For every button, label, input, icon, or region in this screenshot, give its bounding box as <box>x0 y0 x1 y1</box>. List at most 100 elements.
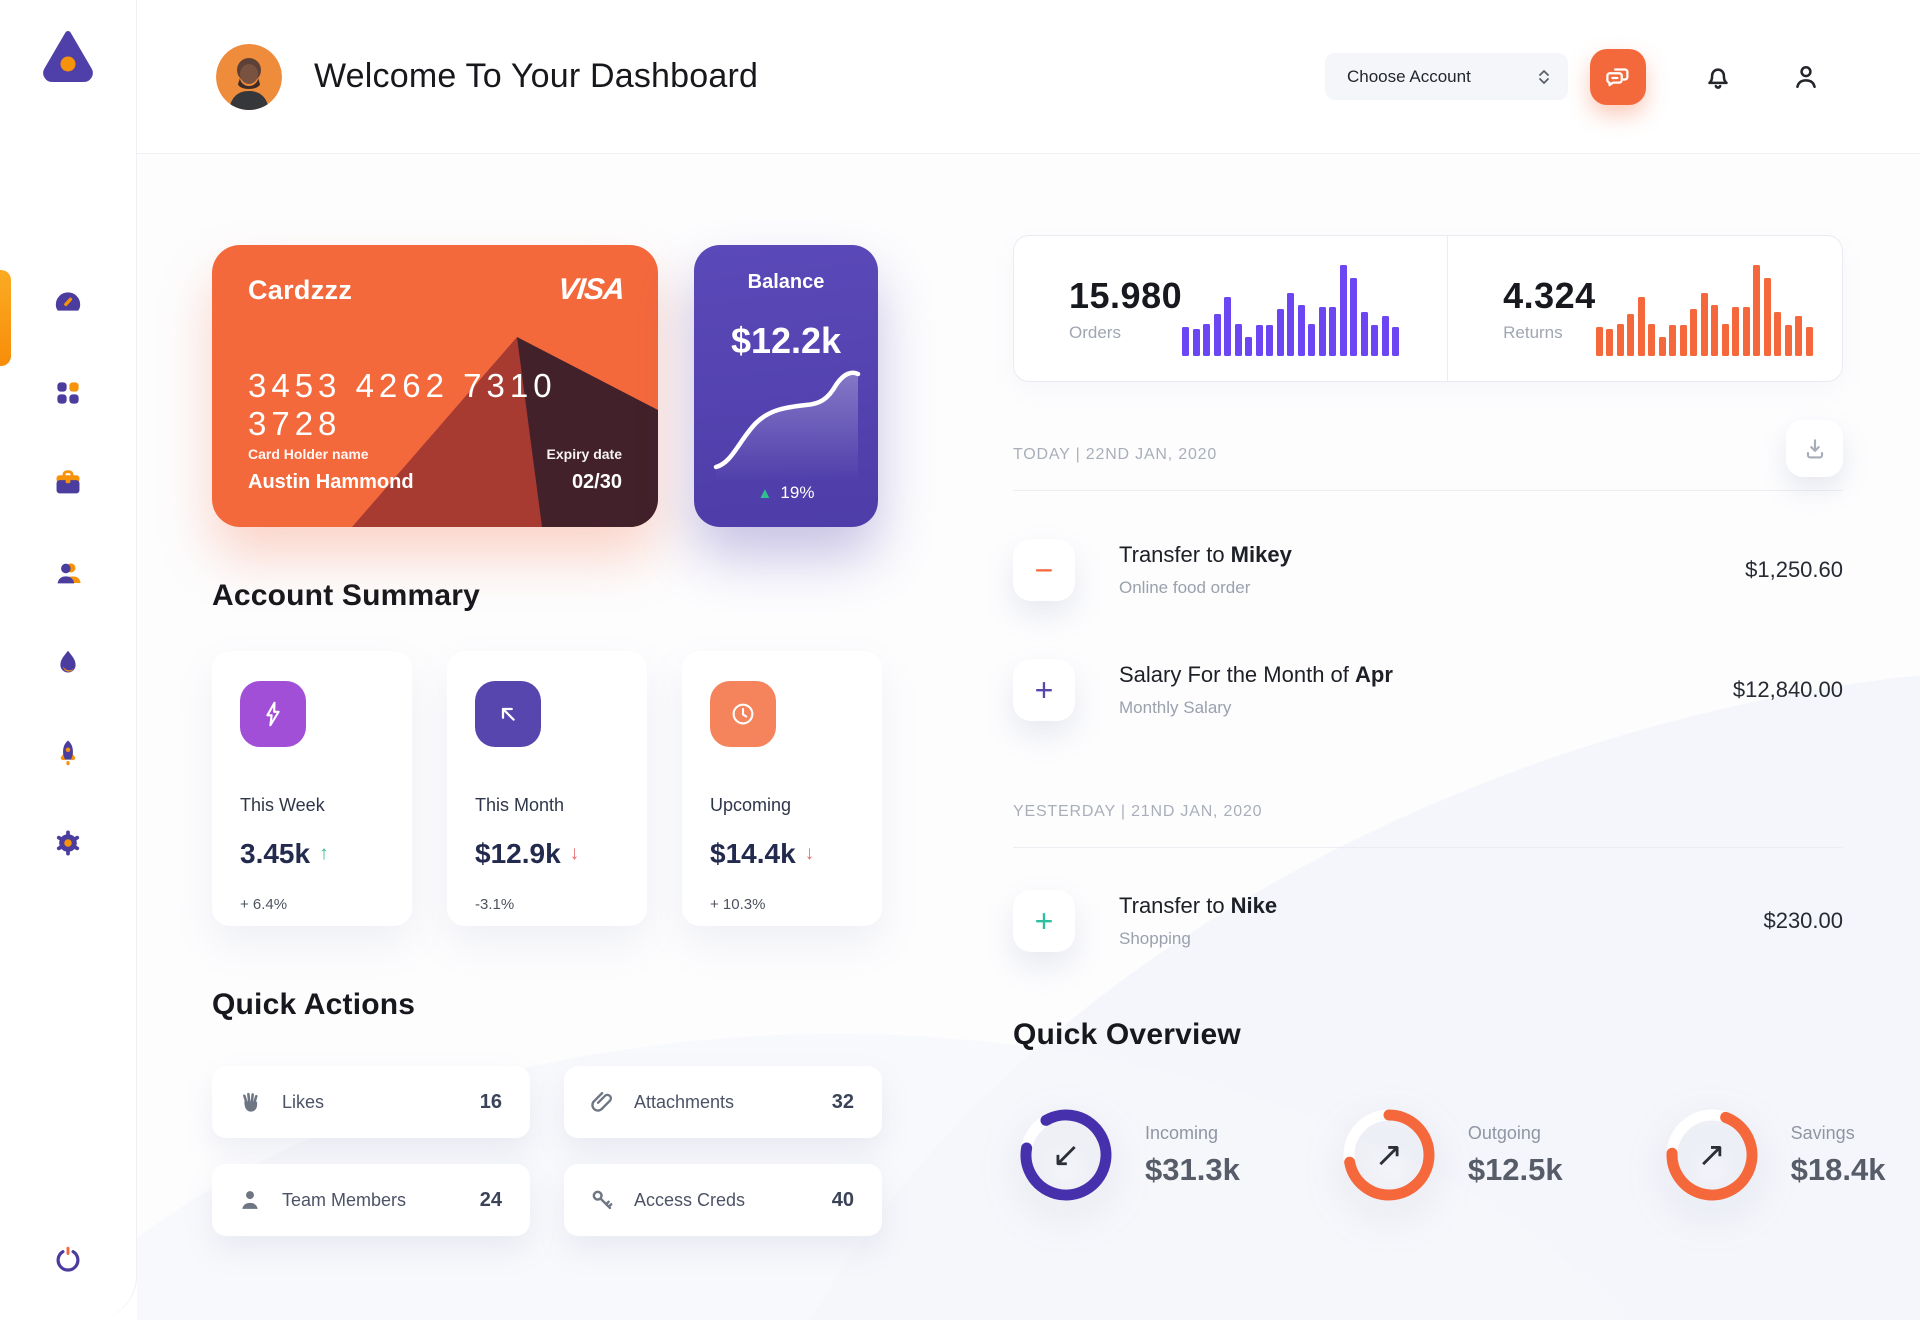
quick-action-label: Team Members <box>282 1189 407 1210</box>
sidebar-item-team[interactable] <box>51 556 85 590</box>
summary-label: This Week <box>240 795 325 815</box>
quick-action-count: 32 <box>831 1090 854 1113</box>
user-avatar[interactable] <box>216 43 282 110</box>
transaction-row-salary[interactable]: + Salary For the Month of Apr Monthly Sa… <box>1013 659 1843 721</box>
card-name: Cardzzz <box>248 275 353 305</box>
member-icon <box>242 1191 258 1209</box>
gear-icon <box>56 830 80 856</box>
summary-cards: This Week 3.45k ↑ + 6.4% This Month $12.… <box>212 651 882 926</box>
sidebar-item-apps[interactable] <box>51 376 85 410</box>
right-column: 15.980 Orders 4.324 Returns TODAY | 22ND… <box>1013 235 1885 1208</box>
quick-overview-row: ↙ Incoming $31.3k ↗ Outgoing $12. <box>1013 1102 1885 1208</box>
transactions-group-header: YESTERDAY | 21ND JAN, 2020 <box>1013 791 1843 833</box>
choose-account-select[interactable]: Choose Account <box>1325 53 1568 100</box>
divider <box>1013 847 1843 848</box>
visa-logo: VISA <box>556 273 626 306</box>
header: Welcome To Your Dashboard Choose Account <box>137 0 1920 154</box>
profile-button[interactable] <box>1790 61 1822 93</box>
balance-card: Balance $12.2k ▲ 19% <box>694 245 878 527</box>
apps-grid-icon <box>57 382 79 404</box>
chat-icon <box>1606 67 1629 86</box>
summary-card-upcoming: Upcoming $14.4k ↓ + 10.3% <box>682 651 882 926</box>
quick-action-likes[interactable]: Likes 16 <box>212 1066 530 1138</box>
orders-bar-chart <box>1182 262 1400 356</box>
minus-icon-tile: − <box>1013 539 1075 601</box>
quick-action-label: Likes <box>282 1091 325 1112</box>
sidebar-item-dashboard[interactable] <box>51 286 85 320</box>
orders-label: Orders <box>1069 322 1121 342</box>
notifications-button[interactable] <box>1702 61 1734 93</box>
transaction-row-mikey[interactable]: − Transfer to Mikey Online food order $1… <box>1013 539 1843 601</box>
sidebar-item-work[interactable] <box>51 466 85 500</box>
sidebar <box>0 0 137 1320</box>
lightning-icon-tile <box>240 681 306 747</box>
trend-up-icon: ↑ <box>319 843 329 864</box>
sidebar-item-launch[interactable] <box>51 736 85 770</box>
clock-tile <box>710 681 776 747</box>
transaction-subtitle: Shopping <box>1119 929 1191 948</box>
choose-account-label: Choose Account <box>1347 66 1471 86</box>
balance-label: Balance <box>747 271 825 293</box>
balance-sparkline-chart <box>713 370 861 481</box>
logout-button[interactable] <box>52 1243 84 1280</box>
card-number: 3453 4262 7310 3728 <box>248 367 557 442</box>
orders-value: 15.980 <box>1069 274 1183 316</box>
paperclip-icon <box>591 1091 612 1112</box>
transaction-title: Transfer to Mikey <box>1119 542 1292 567</box>
summary-value: 3.45k ↑ <box>240 838 329 869</box>
sidebar-nav <box>0 286 136 860</box>
summary-card-this-month: This Month $12.9k ↓ -3.1% <box>447 651 647 926</box>
overview-label: Incoming <box>1145 1122 1219 1143</box>
plus-icon: + <box>1034 672 1054 708</box>
quick-actions-title: Quick Actions <box>212 988 416 1021</box>
quick-action-attachments[interactable]: Attachments 32 <box>564 1066 882 1138</box>
summary-card-this-week: This Week 3.45k ↑ + 6.4% <box>212 651 412 926</box>
transaction-subtitle: Online food order <box>1119 578 1251 597</box>
transaction-row-nike[interactable]: + Transfer to Nike Shopping $230.00 <box>1013 890 1843 952</box>
balance-change-value: 19% <box>780 483 815 502</box>
balance-value: $12.2k <box>730 320 842 361</box>
quick-action-team-members[interactable]: Team Members 24 <box>212 1164 530 1236</box>
outgoing-donut-chart: ↗ <box>1336 1102 1442 1208</box>
sidebar-item-settings[interactable] <box>51 826 85 860</box>
savings-donut-chart: ↗ <box>1659 1102 1765 1208</box>
app-logo <box>39 26 97 89</box>
quick-action-label: Attachments <box>634 1091 735 1112</box>
summary-delta: -3.1% <box>475 896 515 913</box>
returns-stat: 4.324 Returns <box>1447 236 1861 381</box>
summary-delta: + 6.4% <box>240 896 288 913</box>
trend-down-icon: ↓ <box>569 843 580 864</box>
active-nav-indicator <box>0 270 11 366</box>
clap-icon <box>243 1092 258 1112</box>
user-icon <box>1796 65 1816 88</box>
account-summary-title: Account Summary <box>212 579 481 612</box>
quick-action-count: 40 <box>831 1188 854 1211</box>
summary-value: $14.4k ↓ <box>710 838 815 869</box>
card-expiry-label: Expiry date <box>546 446 622 462</box>
download-button[interactable] <box>1786 420 1843 477</box>
overview-label: Savings <box>1790 1122 1855 1143</box>
users-icon <box>57 563 81 584</box>
returns-label: Returns <box>1503 322 1563 342</box>
quick-action-access-creds[interactable]: Access Creds 40 <box>564 1164 882 1236</box>
group-date-today: TODAY | 22ND JAN, 2020 <box>1013 446 1218 463</box>
summary-label: This Month <box>475 795 565 815</box>
arrow-tile <box>475 681 541 747</box>
arrow-down-left-icon: ↙ <box>1051 1136 1081 1174</box>
overview-savings: ↗ Savings $18.4k <box>1659 1102 1885 1208</box>
arrow-down-left-icon <box>501 707 515 721</box>
card-holder-name: Austin Hammond <box>248 471 414 493</box>
select-chevrons-icon <box>1539 69 1549 84</box>
header-actions: Choose Account <box>1325 48 1822 105</box>
lightning-icon <box>266 701 280 727</box>
left-column: Cardzzz VISA 3453 4262 7310 3728 Card Ho… <box>212 245 882 1236</box>
sidebar-item-activity[interactable] <box>51 646 85 680</box>
triangle-logo-icon <box>43 31 93 82</box>
messages-button[interactable] <box>1590 48 1646 105</box>
quick-action-label: Access Creds <box>634 1189 746 1210</box>
plus-icon: + <box>1034 903 1054 939</box>
minus-icon: − <box>1034 552 1054 588</box>
transaction-amount: $1,250.60 <box>1745 557 1843 582</box>
card-triangle-art <box>352 337 658 527</box>
transaction-title: Salary For the Month of Apr <box>1119 662 1393 687</box>
